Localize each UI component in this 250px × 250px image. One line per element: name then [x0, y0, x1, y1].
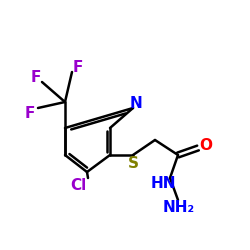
Text: F: F — [31, 70, 41, 84]
Text: S: S — [128, 156, 138, 170]
Text: NH₂: NH₂ — [163, 200, 195, 216]
Text: N: N — [130, 96, 142, 112]
Text: F: F — [73, 60, 83, 74]
Text: HN: HN — [150, 176, 176, 190]
Text: O: O — [200, 138, 212, 154]
Text: Cl: Cl — [70, 178, 86, 194]
Text: F: F — [25, 106, 35, 120]
